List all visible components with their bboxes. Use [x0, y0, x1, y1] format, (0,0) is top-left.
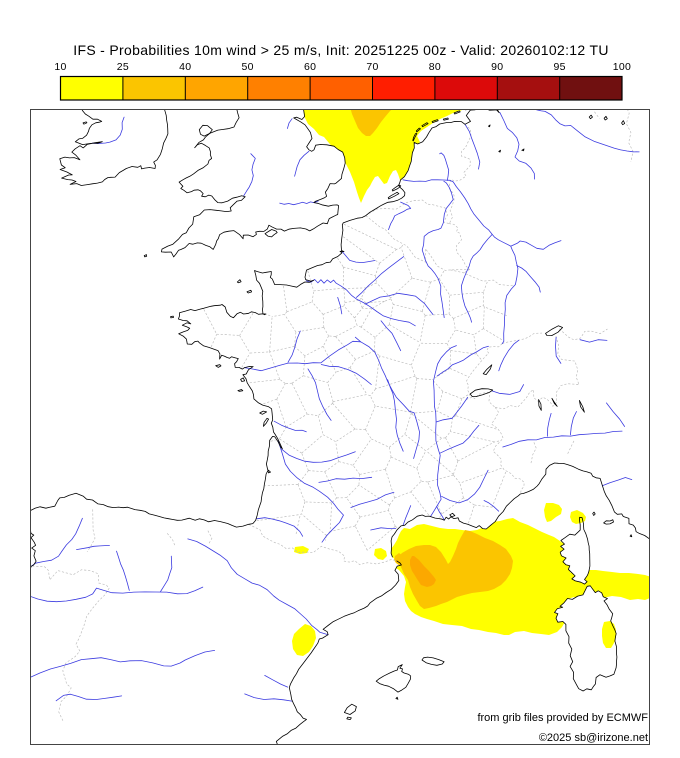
svg-text:70: 70: [366, 61, 378, 73]
svg-text:100: 100: [613, 61, 631, 73]
svg-text:25: 25: [117, 61, 129, 73]
svg-text:95: 95: [554, 61, 566, 73]
svg-text:60: 60: [304, 61, 316, 73]
svg-text:90: 90: [491, 61, 503, 73]
svg-text:50: 50: [242, 61, 254, 73]
svg-text:from grib files provided by EC: from grib files provided by ECMWF: [477, 712, 648, 724]
svg-text:©2025 sb@irizone.net: ©2025 sb@irizone.net: [539, 732, 648, 744]
svg-text:40: 40: [179, 61, 191, 73]
svg-text:80: 80: [429, 61, 441, 73]
svg-text:10: 10: [54, 61, 66, 73]
svg-text:IFS - Probabilities 10m wind >: IFS - Probabilities 10m wind > 25 m/s, I…: [73, 42, 609, 58]
